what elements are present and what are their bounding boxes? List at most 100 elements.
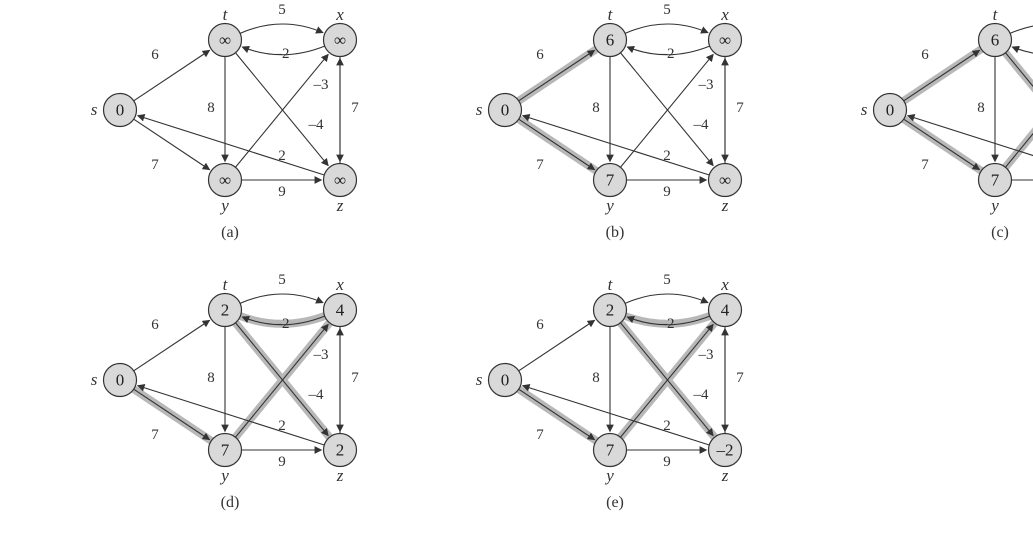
node-label: z (336, 466, 344, 485)
edge-t_x (1010, 24, 1033, 33)
node-label: y (219, 196, 229, 215)
panel-d: 675–28–4–39270s2t4x7y2z(d) (91, 272, 360, 511)
edge-weight: –4 (308, 387, 325, 403)
edge-weight: –2 (659, 46, 675, 62)
edge-weight: 6 (151, 317, 159, 333)
node-value: 2 (606, 301, 615, 320)
node-value: 0 (501, 101, 510, 120)
node-label: x (720, 5, 729, 24)
node-value: 0 (886, 101, 895, 120)
node-label: y (219, 466, 229, 485)
node-value: 2 (336, 441, 345, 460)
node-layer: 0s∞t∞x∞y∞z (91, 5, 357, 215)
node-layer: 0s6t4x7y2z (861, 5, 1033, 215)
edge-weight: 5 (278, 272, 286, 288)
panel-b: 675–28–4–39270s6t∞x7y∞z(b) (476, 2, 745, 241)
node-label: y (604, 196, 614, 215)
panel-c: 675–28–4–39270s6t4x7y2z(c) (861, 2, 1033, 241)
node-value: ∞ (334, 31, 346, 50)
edge-weight: –3 (313, 347, 329, 363)
node-label: s (476, 100, 483, 119)
edge-weight: –3 (313, 77, 329, 93)
panel-caption: (e) (606, 494, 624, 511)
panel-caption: (d) (221, 494, 240, 511)
edge-weight: 6 (536, 47, 544, 63)
node-label: x (335, 275, 344, 294)
edge-weight: 7 (736, 100, 744, 116)
node-label: y (989, 196, 999, 215)
node-label: s (91, 100, 98, 119)
node-label: t (223, 5, 229, 24)
node-value: 0 (116, 101, 125, 120)
node-label: z (336, 196, 344, 215)
node-label: t (608, 5, 614, 24)
edge-weight: 7 (536, 427, 544, 443)
node-value: 7 (606, 171, 615, 190)
node-label: x (335, 5, 344, 24)
edge-s_t (519, 320, 595, 371)
node-value: 7 (606, 441, 615, 460)
edge-s_t (519, 50, 595, 101)
node-value: ∞ (219, 171, 231, 190)
panel-caption: (b) (606, 224, 625, 241)
node-value: ∞ (719, 31, 731, 50)
panel-e: 675–28–4–39270s2t4x7y–2z(e) (476, 272, 745, 511)
edge-weight: 7 (351, 370, 359, 386)
node-label: s (861, 100, 868, 119)
node-label: x (720, 275, 729, 294)
node-layer: 0s 2 t 4 x 7 y –2 z (476, 275, 742, 485)
panel-caption: (c) (991, 224, 1009, 241)
node-value: –2 (716, 441, 734, 460)
node-value: 4 (336, 301, 345, 320)
highlight-layer (515, 315, 717, 443)
node-label: z (721, 466, 729, 485)
edge-weight: 7 (536, 157, 544, 173)
edge-weight: 5 (663, 272, 671, 288)
highlight-layer (900, 47, 1033, 173)
edge-weight: –4 (693, 387, 710, 403)
node-layer: 0s2t4x7y2z (91, 275, 357, 485)
node-value: 0 (501, 371, 510, 390)
node-label: t (993, 5, 999, 24)
highlight-layer (130, 315, 332, 443)
edge-weight: –2 (274, 46, 290, 62)
edge-weight: –4 (308, 117, 325, 133)
node-value: 7 (221, 441, 230, 460)
edge-t_x (240, 24, 323, 33)
node-label: y (604, 466, 614, 485)
edge-layer: 675–28–4–3927 (904, 2, 1033, 200)
figure: 675–28–4–39270s∞t∞x∞y∞z(a)675–28–4–39270… (0, 0, 1033, 557)
edge-weight: 8 (977, 100, 985, 116)
node-label: t (608, 275, 614, 294)
edge-weight: 7 (736, 370, 744, 386)
edge-s_t (904, 50, 980, 101)
edge-weight: 5 (278, 2, 286, 18)
node-label: z (721, 196, 729, 215)
edge-weight: –2 (274, 316, 290, 332)
edge-weight: –2 (659, 316, 675, 332)
node-layer: 0s 6 t ∞ x 7 y ∞ z (476, 5, 742, 215)
edge-s_t (134, 50, 210, 101)
edge-weight: 8 (207, 370, 215, 386)
edge-weight: 7 (921, 157, 929, 173)
node-value: 6 (991, 31, 1000, 50)
highlight-layer (515, 47, 599, 173)
node-value: 0 (116, 371, 125, 390)
edge-weight: 5 (663, 2, 671, 18)
node-label: t (223, 275, 229, 294)
edge-weight: 6 (536, 317, 544, 333)
edge-s_t (134, 320, 210, 371)
edge-weight: 7 (151, 427, 159, 443)
panel-caption: (a) (221, 224, 239, 241)
edge-weight: 7 (151, 157, 159, 173)
edge-weight: 8 (592, 100, 600, 116)
edge-t_x (625, 294, 708, 303)
edge-weight: 6 (921, 47, 929, 63)
node-value: 4 (721, 301, 730, 320)
edge-weight: 9 (278, 184, 286, 200)
node-value: ∞ (719, 171, 731, 190)
node-label: s (476, 370, 483, 389)
edge-weight: 8 (207, 100, 215, 116)
node-value: ∞ (334, 171, 346, 190)
edge-weight: –4 (693, 117, 710, 133)
